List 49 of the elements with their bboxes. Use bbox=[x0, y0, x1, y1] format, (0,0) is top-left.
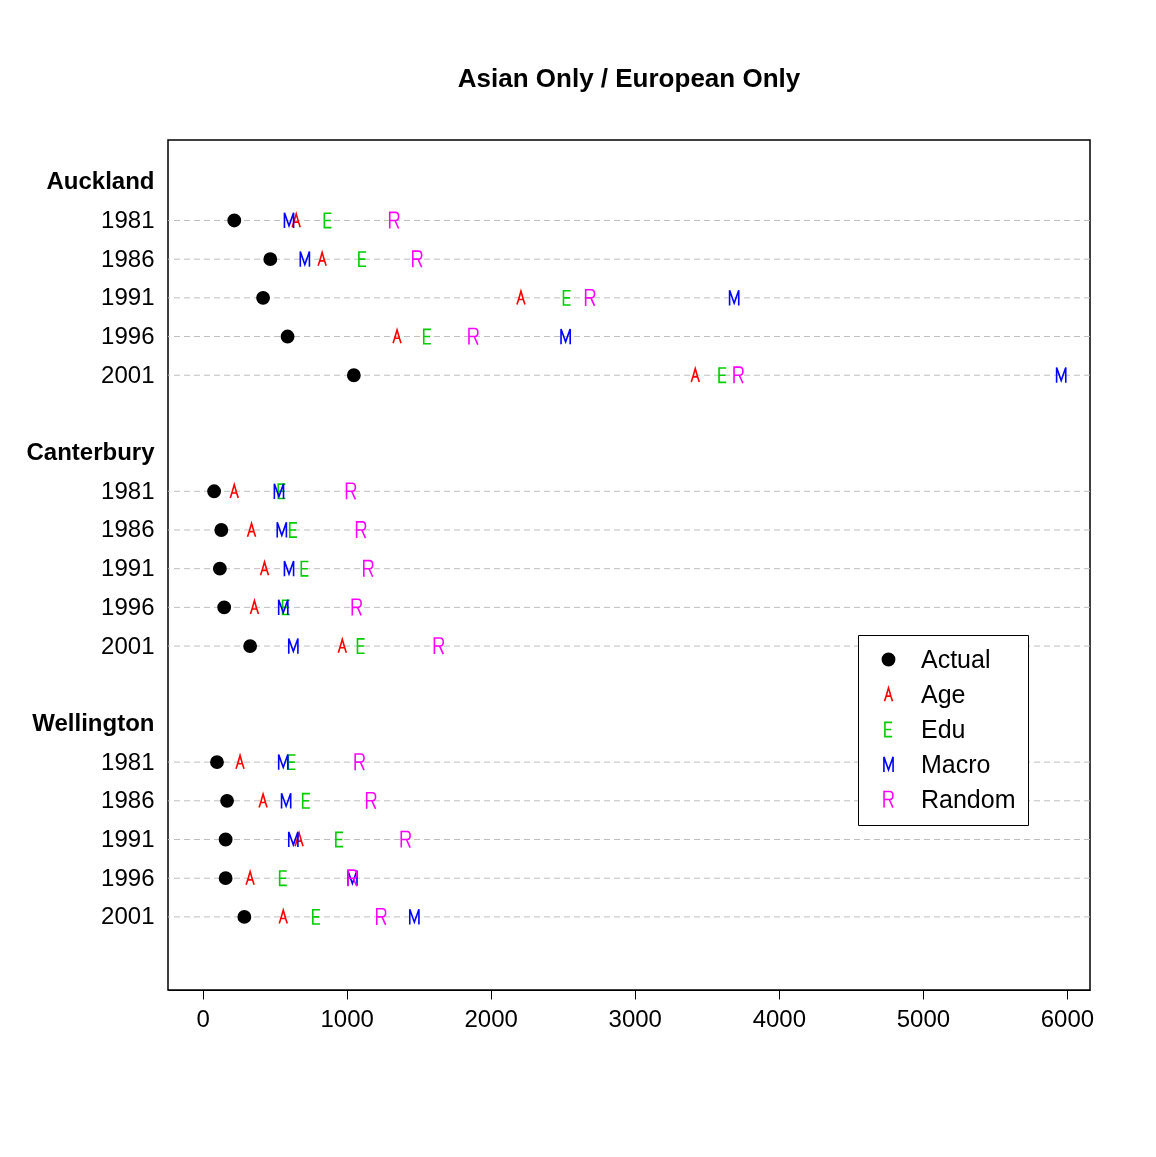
point bbox=[243, 639, 258, 653]
legend-label: Macro bbox=[921, 749, 991, 778]
chart-title: Asian Only / European Only bbox=[457, 63, 801, 93]
point bbox=[210, 755, 224, 770]
point bbox=[218, 832, 233, 847]
x-tick-label: 0 bbox=[196, 1004, 210, 1032]
point bbox=[287, 831, 299, 848]
point bbox=[217, 600, 232, 615]
y-tick-label: 1981 bbox=[101, 747, 155, 775]
point bbox=[256, 290, 271, 305]
point bbox=[280, 329, 295, 344]
point bbox=[291, 213, 302, 228]
y-tick-label: Canterbury bbox=[26, 438, 156, 466]
y-tick-label: 1991 bbox=[101, 554, 155, 582]
y-tick-label: Auckland bbox=[46, 167, 155, 195]
point bbox=[218, 871, 233, 886]
legend-label: Edu bbox=[921, 714, 966, 743]
y-tick-label: 1986 bbox=[101, 244, 155, 272]
y-tick-label: 1986 bbox=[101, 515, 155, 543]
legend-label: Age bbox=[921, 679, 966, 708]
y-tick-label: 2001 bbox=[101, 631, 155, 659]
point bbox=[283, 212, 295, 229]
y-tick-label: 2001 bbox=[101, 902, 155, 930]
x-tick-label: 5000 bbox=[896, 1004, 951, 1032]
point bbox=[220, 793, 234, 808]
point bbox=[227, 213, 242, 228]
y-tick-label: Wellington bbox=[32, 708, 155, 736]
y-tick-label: 1996 bbox=[101, 322, 155, 350]
y-tick-label: 2001 bbox=[101, 360, 155, 388]
x-tick-label: 2000 bbox=[464, 1004, 518, 1032]
point bbox=[214, 523, 229, 537]
point bbox=[207, 484, 222, 499]
y-tick-label: 1981 bbox=[101, 205, 155, 233]
legend-label: Actual bbox=[921, 644, 991, 673]
x-tick-label: 3000 bbox=[608, 1004, 662, 1032]
x-tick-label: 1000 bbox=[320, 1004, 374, 1032]
point bbox=[263, 252, 278, 267]
y-tick-label: 1981 bbox=[101, 476, 155, 504]
x-tick-label: 6000 bbox=[1040, 1004, 1095, 1032]
point bbox=[212, 561, 227, 576]
y-tick-label: 1991 bbox=[101, 283, 155, 311]
y-tick-label: 1991 bbox=[101, 825, 155, 852]
point bbox=[346, 368, 361, 383]
y-tick-label: 1996 bbox=[101, 592, 155, 620]
legend-label: Random bbox=[921, 784, 1016, 813]
x-tick-label: 4000 bbox=[752, 1004, 807, 1032]
y-tick-label: 1996 bbox=[101, 863, 155, 891]
point bbox=[237, 909, 252, 924]
y-tick-label: 1986 bbox=[101, 786, 155, 814]
